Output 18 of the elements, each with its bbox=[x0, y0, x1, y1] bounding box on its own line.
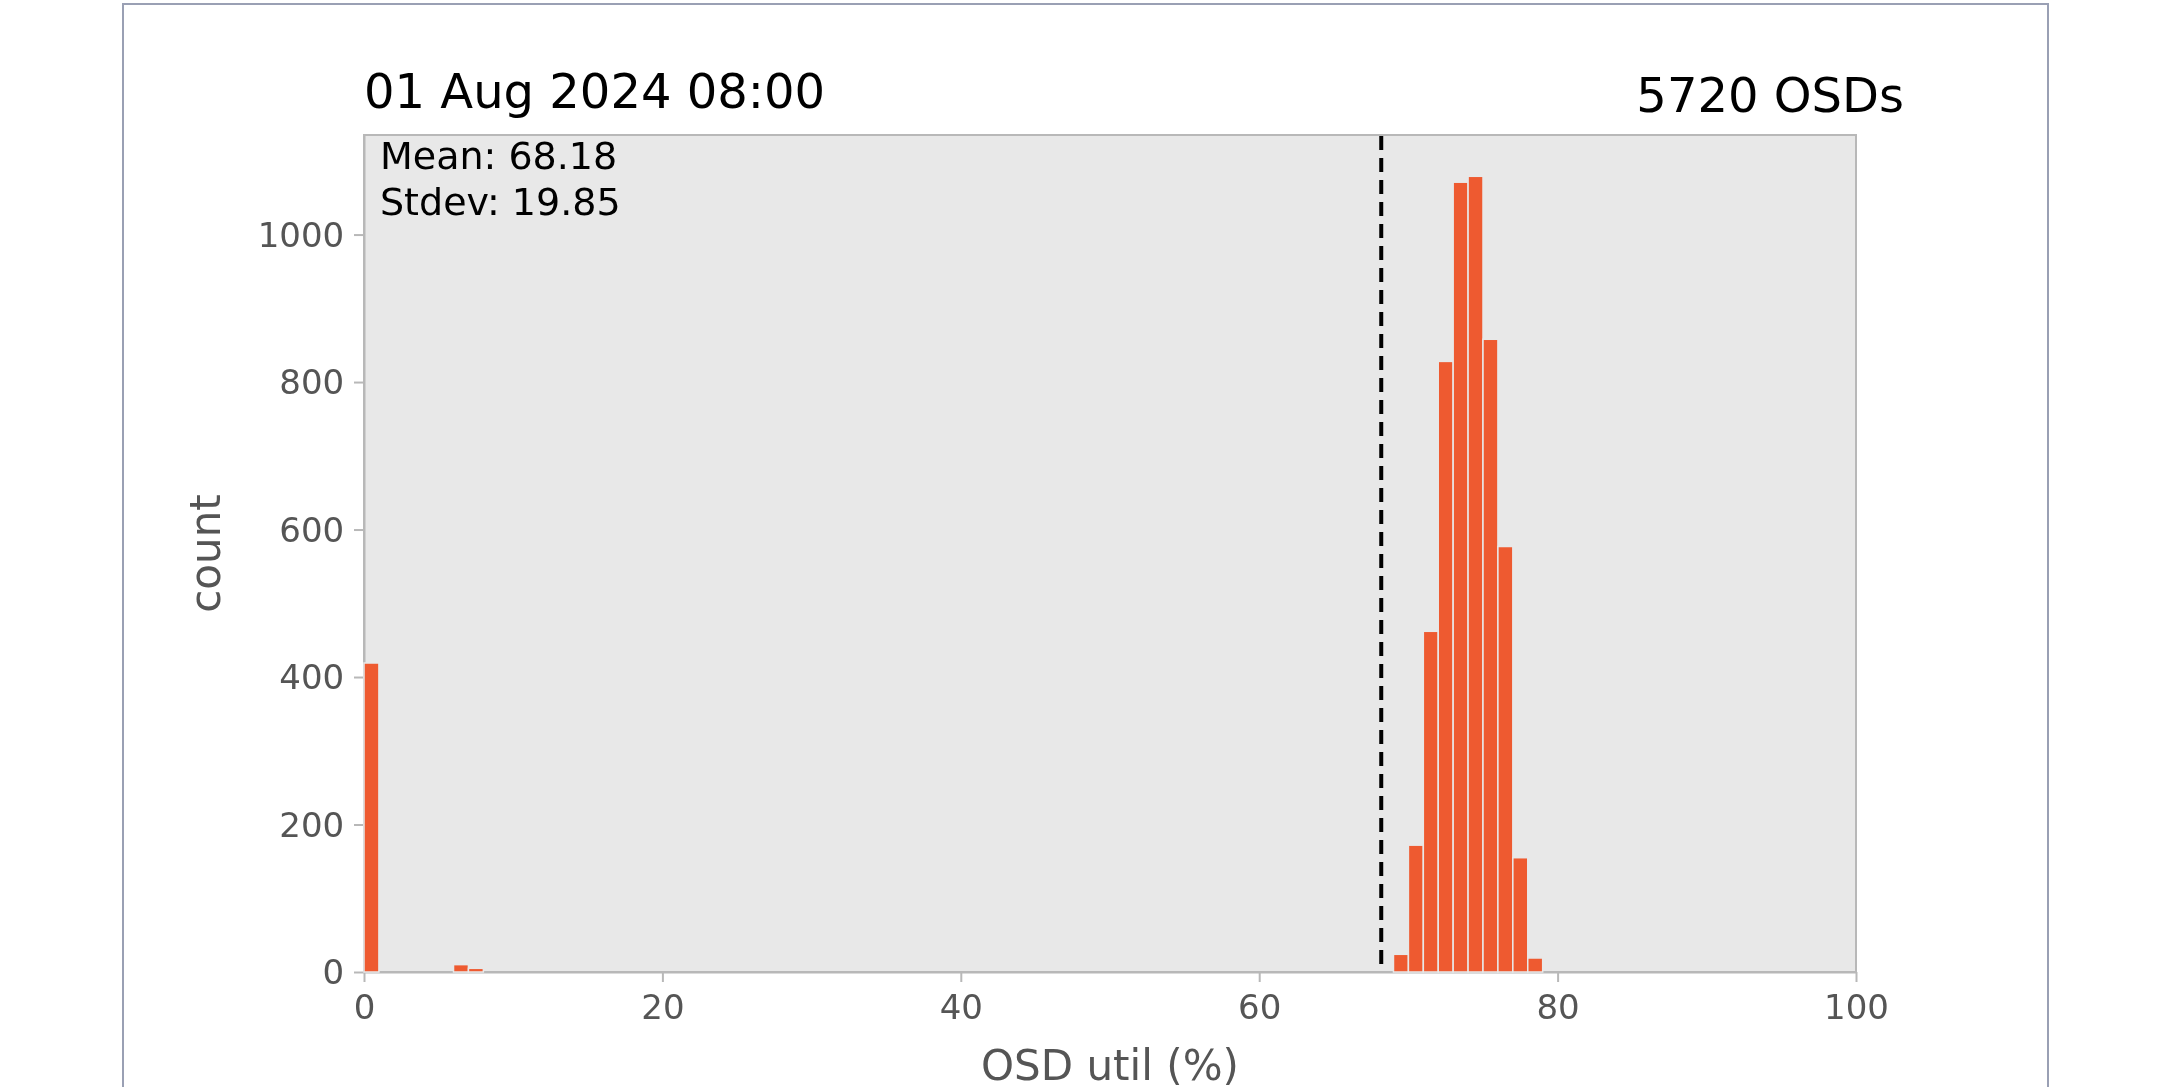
y-tick-label: 800 bbox=[279, 362, 345, 403]
y-tick-label: 1000 bbox=[257, 214, 345, 255]
y-tick-label: 400 bbox=[279, 657, 345, 698]
x-tick-label: 100 bbox=[1824, 987, 1889, 1027]
x-tick-label: 80 bbox=[1536, 987, 1580, 1027]
y-tick-label: 600 bbox=[279, 509, 345, 550]
x-axis-title: OSD util (%) bbox=[981, 1041, 1239, 1087]
chart-title: 01 Aug 2024 08:00 bbox=[364, 63, 826, 119]
x-tick-label: 0 bbox=[353, 987, 376, 1027]
x-tick-label: 20 bbox=[641, 987, 685, 1027]
y-tick-label: 200 bbox=[279, 804, 345, 845]
annotation: Mean: 68.18 bbox=[380, 134, 618, 178]
x-tick-label: 60 bbox=[1238, 987, 1282, 1027]
annotation: Stdev: 19.85 bbox=[380, 180, 621, 224]
chart-subtitle: 5720 OSDs bbox=[1636, 67, 1904, 123]
y-tick-label: 0 bbox=[322, 952, 345, 993]
y-axis-title: count bbox=[181, 494, 230, 613]
x-tick-label: 40 bbox=[939, 987, 983, 1027]
